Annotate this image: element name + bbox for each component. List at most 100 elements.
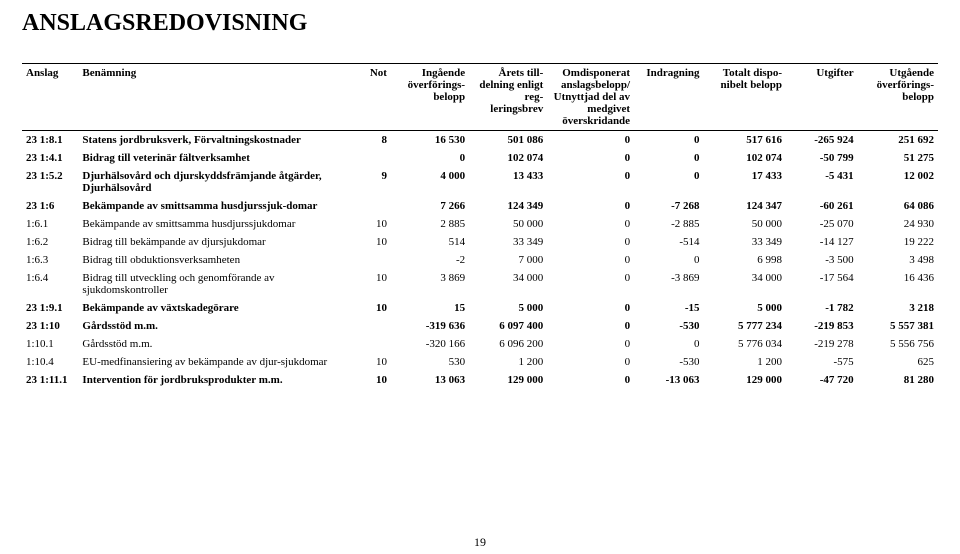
col-totalt: Totalt dispo-nibelt belopp: [704, 64, 786, 131]
cell-anslag: 23 1:5.2: [22, 167, 78, 197]
cell-tot: 6 998: [704, 251, 786, 269]
cell-omd: 0: [547, 197, 634, 215]
cell-indr: 0: [634, 251, 703, 269]
col-arets: Årets till-delning enligt reg-leringsbre…: [469, 64, 547, 131]
cell-utg: -3 500: [786, 251, 858, 269]
cell-arets: 129 000: [469, 371, 547, 389]
cell-ut: 24 930: [858, 215, 938, 233]
cell-utg: -219 853: [786, 317, 858, 335]
cell-in: -320 166: [391, 335, 469, 353]
cell-in: 16 530: [391, 131, 469, 150]
cell-omd: 0: [547, 233, 634, 251]
cell-not: 9: [361, 167, 391, 197]
cell-in: 0: [391, 149, 469, 167]
cell-arets: 6 097 400: [469, 317, 547, 335]
col-anslag: Anslag: [22, 64, 78, 131]
cell-arets: 501 086: [469, 131, 547, 150]
cell-ut: 625: [858, 353, 938, 371]
cell-omd: 0: [547, 215, 634, 233]
cell-ut: 5 557 381: [858, 317, 938, 335]
cell-in: 2 885: [391, 215, 469, 233]
cell-name: Djurhälsovård och djurskyddsfrämjande åt…: [78, 167, 360, 197]
cell-in: 7 266: [391, 197, 469, 215]
cell-not: 10: [361, 269, 391, 299]
col-utgifter: Utgifter: [786, 64, 858, 131]
cell-ut: 64 086: [858, 197, 938, 215]
allocation-table: Anslag Benämning Not Ingående överföring…: [22, 63, 938, 389]
cell-name: Statens jordbruksverk, Förvaltningskostn…: [78, 131, 360, 150]
table-header: Anslag Benämning Not Ingående överföring…: [22, 64, 938, 131]
cell-utg: -25 070: [786, 215, 858, 233]
table-row: 23 1:5.2Djurhälsovård och djurskyddsfräm…: [22, 167, 938, 197]
cell-anslag: 1:6.4: [22, 269, 78, 299]
cell-omd: 0: [547, 131, 634, 150]
cell-utg: -50 799: [786, 149, 858, 167]
cell-ut: 51 275: [858, 149, 938, 167]
page-title: ANSLAGSREDOVISNING: [22, 10, 938, 37]
cell-anslag: 1:6.3: [22, 251, 78, 269]
cell-name: Intervention för jordbruksprodukter m.m.: [78, 371, 360, 389]
cell-tot: 33 349: [704, 233, 786, 251]
table-row: 1:6.4Bidrag till utveckling och genomför…: [22, 269, 938, 299]
cell-tot: 5 000: [704, 299, 786, 317]
cell-ut: 19 222: [858, 233, 938, 251]
cell-arets: 6 096 200: [469, 335, 547, 353]
cell-in: 13 063: [391, 371, 469, 389]
col-benamning: Benämning: [78, 64, 360, 131]
cell-arets: 124 349: [469, 197, 547, 215]
cell-anslag: 23 1:6: [22, 197, 78, 215]
cell-not: 10: [361, 215, 391, 233]
col-omdisp: Omdisponerat anslagsbelopp/ Utnyttjad de…: [547, 64, 634, 131]
cell-indr: -514: [634, 233, 703, 251]
cell-name: Gårdsstöd m.m.: [78, 317, 360, 335]
table-row: 23 1:10Gårdsstöd m.m.-319 6366 097 4000-…: [22, 317, 938, 335]
cell-arets: 5 000: [469, 299, 547, 317]
cell-arets: 13 433: [469, 167, 547, 197]
cell-not: [361, 197, 391, 215]
cell-not: 10: [361, 371, 391, 389]
cell-anslag: 23 1:8.1: [22, 131, 78, 150]
cell-anslag: 1:10.4: [22, 353, 78, 371]
cell-in: -2: [391, 251, 469, 269]
cell-indr: -7 268: [634, 197, 703, 215]
cell-arets: 33 349: [469, 233, 547, 251]
table-row: 23 1:11.1Intervention för jordbruksprodu…: [22, 371, 938, 389]
cell-tot: 50 000: [704, 215, 786, 233]
cell-utg: -17 564: [786, 269, 858, 299]
cell-indr: 0: [634, 335, 703, 353]
cell-not: 8: [361, 131, 391, 150]
cell-in: 514: [391, 233, 469, 251]
col-indragning: Indragning: [634, 64, 703, 131]
cell-omd: 0: [547, 353, 634, 371]
cell-indr: -13 063: [634, 371, 703, 389]
cell-indr: -530: [634, 317, 703, 335]
cell-tot: 5 776 034: [704, 335, 786, 353]
cell-tot: 5 777 234: [704, 317, 786, 335]
cell-not: 10: [361, 299, 391, 317]
cell-name: Bidrag till bekämpande av djursjukdomar: [78, 233, 360, 251]
cell-utg: -14 127: [786, 233, 858, 251]
cell-indr: -15: [634, 299, 703, 317]
table-body: 23 1:8.1Statens jordbruksverk, Förvaltni…: [22, 131, 938, 390]
cell-tot: 1 200: [704, 353, 786, 371]
cell-indr: -3 869: [634, 269, 703, 299]
cell-ut: 81 280: [858, 371, 938, 389]
cell-arets: 50 000: [469, 215, 547, 233]
cell-ut: 12 002: [858, 167, 938, 197]
cell-indr: 0: [634, 167, 703, 197]
cell-name: Bekämpande av växtskadegörare: [78, 299, 360, 317]
cell-indr: -2 885: [634, 215, 703, 233]
cell-ut: 3 218: [858, 299, 938, 317]
col-ingaende: Ingående överförings-belopp: [391, 64, 469, 131]
cell-not: [361, 335, 391, 353]
cell-ut: 3 498: [858, 251, 938, 269]
col-utgaende: Utgående överförings-belopp: [858, 64, 938, 131]
cell-in: 15: [391, 299, 469, 317]
cell-utg: -60 261: [786, 197, 858, 215]
cell-tot: 517 616: [704, 131, 786, 150]
cell-name: Bekämpande av smittsamma husdjurssjuk-do…: [78, 197, 360, 215]
cell-ut: 5 556 756: [858, 335, 938, 353]
cell-in: 3 869: [391, 269, 469, 299]
cell-not: [361, 317, 391, 335]
cell-ut: 16 436: [858, 269, 938, 299]
